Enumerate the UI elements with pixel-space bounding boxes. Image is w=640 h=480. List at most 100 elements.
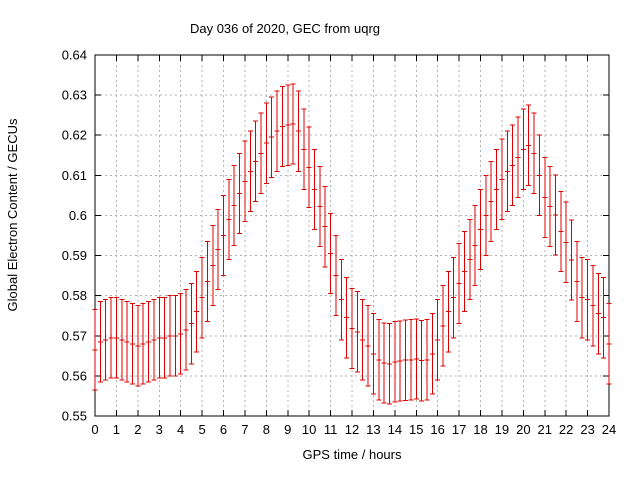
x-tick-label: 13 [366, 422, 380, 437]
error-bar [606, 303, 612, 385]
error-bar [162, 297, 168, 379]
chart-title: Day 036 of 2020, GEC from uqrg [190, 21, 380, 36]
error-bar [194, 271, 200, 353]
x-tick-label: 1 [113, 422, 120, 437]
error-bar [178, 293, 184, 375]
error-bar [542, 156, 548, 239]
x-tick-label: 24 [602, 422, 616, 437]
x-tick-label: 2 [134, 422, 141, 437]
error-bar [376, 319, 382, 401]
error-bar [135, 305, 141, 387]
error-bar [392, 321, 398, 403]
error-bar [472, 204, 478, 287]
error-bar [279, 85, 285, 168]
error-bar [237, 152, 243, 234]
error-bar [510, 124, 516, 206]
error-bar [360, 299, 366, 381]
error-bar [338, 259, 344, 341]
y-tick-label: 0.62 [62, 128, 87, 143]
x-tick-label: 6 [220, 422, 227, 437]
error-bar [129, 303, 135, 385]
error-bar [108, 297, 114, 379]
error-bar [274, 90, 280, 172]
x-tick-label: 5 [198, 422, 205, 437]
error-bar [569, 219, 575, 301]
error-bar [558, 190, 564, 273]
y-tick-label: 0.56 [62, 368, 87, 383]
error-bar [440, 285, 446, 367]
y-axis-label: Global Electron Content / GECUs [5, 118, 20, 311]
tick-layer: 0 1 2 3 4 5 6 7 8 9 10 11 12 13 14 15 16 17 18 19 20 21 22 23 24… [62, 48, 617, 438]
error-bar [215, 208, 221, 291]
error-bar [204, 241, 210, 323]
error-bar [328, 212, 334, 295]
error-bar [92, 309, 98, 391]
error-bar [226, 178, 232, 261]
error-bar [552, 174, 558, 256]
error-bar [119, 299, 125, 381]
x-tick-label: 18 [473, 422, 487, 437]
y-tick-label: 0.55 [62, 409, 87, 424]
error-bar-series [92, 83, 612, 405]
error-bar [526, 104, 532, 186]
error-bar [322, 186, 328, 268]
error-bar [504, 130, 510, 212]
x-tick-label: 11 [324, 422, 338, 437]
y-tick-label: 0.64 [62, 48, 87, 63]
error-bar [494, 148, 500, 230]
error-bar [408, 319, 414, 401]
x-tick-label: 4 [177, 422, 184, 437]
error-bar [419, 320, 425, 402]
error-bar [290, 83, 296, 165]
error-bar [467, 218, 473, 301]
error-bar [221, 194, 226, 277]
x-tick-label: 14 [388, 422, 402, 437]
error-bar [301, 108, 307, 190]
error-bar [397, 320, 403, 402]
error-bar [483, 174, 489, 257]
x-tick-label: 23 [580, 422, 594, 437]
x-tick-label: 17 [452, 422, 466, 437]
error-bar [461, 230, 467, 313]
error-bar [140, 303, 146, 385]
error-bar [247, 130, 253, 212]
error-bar [258, 112, 264, 194]
error-bar [151, 299, 157, 381]
x-tick-label: 21 [538, 422, 552, 437]
error-bar [333, 235, 339, 317]
x-tick-label: 20 [516, 422, 530, 437]
x-tick-label: 12 [345, 422, 359, 437]
x-tick-label: 8 [263, 422, 270, 437]
error-bar [103, 299, 109, 381]
error-bar [515, 116, 521, 198]
x-tick-label: 10 [302, 422, 316, 437]
error-bar [547, 166, 553, 248]
error-bar [306, 126, 312, 208]
error-bar [531, 112, 537, 194]
error-bar [403, 319, 409, 401]
error-bar [97, 301, 103, 383]
error-bar [242, 140, 248, 222]
error-bar [590, 265, 596, 347]
error-bar [595, 273, 601, 355]
x-tick-label: 0 [91, 422, 98, 437]
y-tick-label: 0.63 [62, 88, 87, 103]
error-bar [269, 96, 275, 178]
y-tick-label: 0.57 [62, 328, 87, 343]
error-bar [210, 224, 216, 307]
error-bar [183, 289, 189, 371]
error-bar [156, 297, 162, 379]
y-tick-label: 0.59 [62, 248, 87, 263]
error-bar [435, 299, 441, 381]
error-bar [199, 257, 205, 339]
error-bar [386, 323, 392, 405]
error-bar [451, 257, 457, 339]
error-bar [456, 243, 462, 325]
x-tick-label: 19 [495, 422, 509, 437]
error-bar [478, 188, 483, 271]
error-bar [370, 313, 376, 395]
error-bar [349, 287, 355, 370]
error-bar [295, 90, 301, 172]
